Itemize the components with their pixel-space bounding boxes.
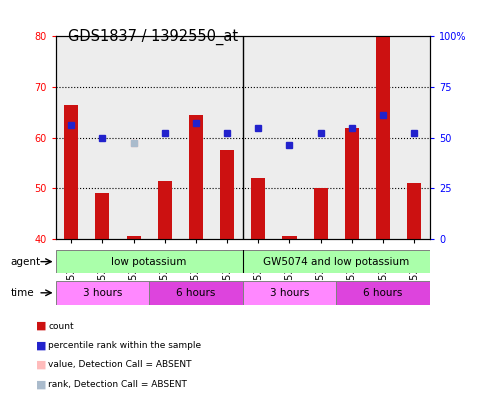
Text: time: time — [11, 288, 34, 298]
Bar — [56, 250, 242, 273]
Bar — [345, 128, 359, 239]
Bar — [64, 105, 78, 239]
Bar — [127, 237, 141, 239]
Bar — [149, 281, 242, 305]
Text: 3 hours: 3 hours — [270, 288, 309, 298]
Bar — [220, 150, 234, 239]
Text: GDS1837 / 1392550_at: GDS1837 / 1392550_at — [68, 28, 238, 45]
Bar — [283, 237, 297, 239]
Text: ■: ■ — [36, 321, 46, 331]
Bar — [118, 36, 149, 239]
Text: 6 hours: 6 hours — [363, 288, 403, 298]
Text: value, Detection Call = ABSENT: value, Detection Call = ABSENT — [48, 360, 192, 369]
Bar — [242, 36, 274, 239]
Bar — [313, 188, 327, 239]
Bar — [56, 281, 149, 305]
Text: GW5074 and low potassium: GW5074 and low potassium — [263, 257, 410, 266]
Text: agent: agent — [11, 257, 41, 266]
Bar — [87, 36, 118, 239]
Bar — [305, 36, 336, 239]
Text: ■: ■ — [36, 341, 46, 350]
Text: 6 hours: 6 hours — [176, 288, 215, 298]
Bar — [158, 181, 172, 239]
Bar — [212, 36, 242, 239]
Bar — [189, 115, 203, 239]
Bar — [149, 36, 180, 239]
Bar — [407, 183, 421, 239]
Bar — [242, 250, 430, 273]
Bar — [274, 36, 305, 239]
Text: low potassium: low potassium — [112, 257, 187, 266]
Text: 3 hours: 3 hours — [83, 288, 122, 298]
Bar — [368, 36, 398, 239]
Bar — [398, 36, 430, 239]
Bar — [336, 36, 368, 239]
Bar — [242, 281, 336, 305]
Text: percentile rank within the sample: percentile rank within the sample — [48, 341, 201, 350]
Bar — [336, 281, 430, 305]
Text: count: count — [48, 322, 74, 330]
Bar — [56, 36, 87, 239]
Text: rank, Detection Call = ABSENT: rank, Detection Call = ABSENT — [48, 380, 187, 389]
Bar — [180, 36, 212, 239]
Text: ■: ■ — [36, 360, 46, 370]
Bar — [95, 194, 109, 239]
Text: ■: ■ — [36, 379, 46, 389]
Bar — [376, 36, 390, 239]
Bar — [251, 178, 265, 239]
